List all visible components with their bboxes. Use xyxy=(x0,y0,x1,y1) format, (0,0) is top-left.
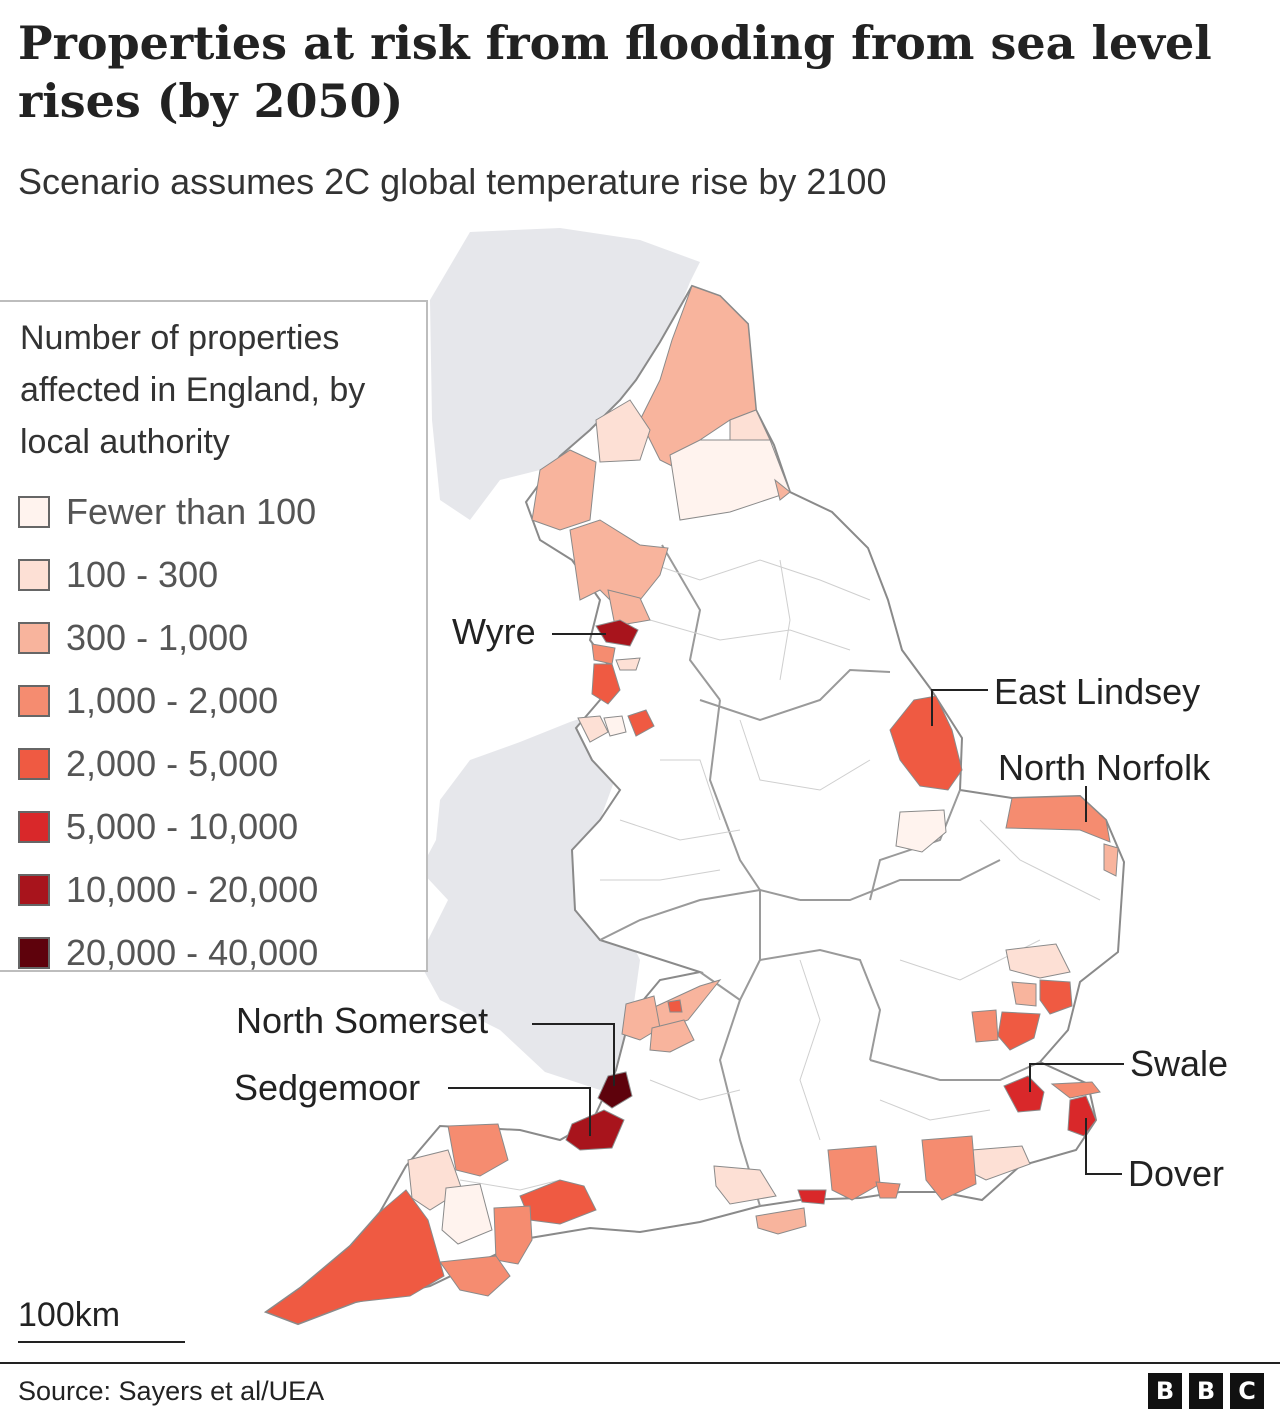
great-yarmouth-area xyxy=(1103,843,1119,877)
north-somerset-leader xyxy=(532,1023,615,1086)
logo-block: B xyxy=(1189,1373,1223,1409)
legend-items: Fewer than 100 100 - 300 300 - 1,000 1,000 … xyxy=(18,480,318,984)
portsmouth-area xyxy=(797,1189,827,1205)
callout-north-norfolk: North Norfolk xyxy=(998,747,1211,788)
source-note: Source: Sayers et al/UEA xyxy=(18,1376,325,1406)
warrington-area xyxy=(627,709,655,737)
callout-wyre: Wyre xyxy=(452,611,536,652)
chichester-area xyxy=(875,1181,901,1199)
legend-swatch xyxy=(18,558,50,591)
wales-landmass xyxy=(418,708,640,1090)
legend-item: 100 - 300 xyxy=(18,543,318,606)
legend-item: 2,000 - 5,000 xyxy=(18,732,318,795)
legend-swatch xyxy=(18,495,50,528)
south-gloucestershire-area xyxy=(649,1019,695,1053)
cornwall-area xyxy=(264,1189,445,1325)
chart-title: Properties at risk from flooding from se… xyxy=(18,16,1212,128)
callout-swale: Swale xyxy=(1130,1043,1229,1084)
rother-area xyxy=(921,1135,977,1201)
logo-block: C xyxy=(1230,1373,1264,1409)
legend-swatch xyxy=(18,684,50,717)
scotland-landmass xyxy=(430,228,700,520)
legend-label: 1,000 - 2,000 xyxy=(66,679,279,721)
boston-area xyxy=(895,809,947,853)
teignbridge-area xyxy=(493,1205,533,1265)
blackpool-area xyxy=(591,643,616,665)
legend-item: 10,000 - 20,000 xyxy=(18,858,318,921)
legend-swatch xyxy=(18,621,50,654)
hartlepool-area xyxy=(774,478,791,501)
west-lancashire-area xyxy=(591,663,621,705)
legend-title: Number of properties affected in England… xyxy=(20,319,366,461)
north-devon-area xyxy=(447,1123,509,1177)
north-norfolk-area xyxy=(1005,795,1111,843)
sefton-area xyxy=(577,715,609,743)
maldon-area xyxy=(1011,981,1037,1007)
thanet-area xyxy=(1050,1081,1101,1099)
legend-item: 5,000 - 10,000 xyxy=(18,795,318,858)
callout-north-somerset: North Somerset xyxy=(236,1000,489,1041)
legend-swatch xyxy=(18,873,50,906)
swale-area xyxy=(1003,1075,1045,1113)
tendring-area xyxy=(1039,979,1073,1015)
stroud-area xyxy=(621,995,661,1041)
rochford-area xyxy=(997,1011,1041,1051)
bbc-logo: B B C xyxy=(1148,1373,1264,1409)
legend-label: Fewer than 100 xyxy=(66,490,317,532)
new-forest-area xyxy=(713,1165,777,1205)
south-hams-area xyxy=(439,1255,511,1297)
south-lakeland-area xyxy=(569,519,669,611)
gloucester-area xyxy=(667,999,683,1013)
legend-item: 1,000 - 2,000 xyxy=(18,669,318,732)
callout-sedgemoor: Sedgemoor xyxy=(234,1067,421,1108)
legend-label: 100 - 300 xyxy=(66,553,219,595)
legend-swatch xyxy=(18,747,50,780)
legend-item: 20,000 - 40,000 xyxy=(18,921,318,984)
north-somerset-area xyxy=(597,1071,633,1109)
scale-label: 100km xyxy=(18,1296,121,1334)
east-lindsey-leader xyxy=(931,689,988,726)
east-lindsey-area xyxy=(889,695,963,791)
mid-devon-area xyxy=(441,1183,493,1245)
legend-item: Fewer than 100 xyxy=(18,480,318,543)
dover-area xyxy=(1067,1095,1097,1137)
arun-area xyxy=(827,1145,881,1201)
legend-item: 300 - 1,000 xyxy=(18,606,318,669)
chart-subtitle: Scenario assumes 2C global temperature r… xyxy=(18,161,887,202)
callout-leaders xyxy=(448,633,1124,1175)
legend-label: 10,000 - 20,000 xyxy=(66,868,319,910)
lancaster-area xyxy=(607,589,651,627)
footer-divider xyxy=(0,1362,1280,1364)
scale-bar: 100km xyxy=(18,1296,185,1343)
legend-label: 2,000 - 5,000 xyxy=(66,742,279,784)
affected-authorities xyxy=(264,285,1119,1325)
legend-swatch xyxy=(18,810,50,843)
logo-block: B xyxy=(1148,1373,1182,1409)
suffolk-coastal-area xyxy=(1005,943,1071,979)
callout-east-lindsey: East Lindsey xyxy=(994,671,1201,712)
legend-label: 5,000 - 10,000 xyxy=(66,805,299,847)
sedgemoor-leader xyxy=(448,1087,591,1136)
folkestone-area xyxy=(971,1145,1031,1181)
wirral-area xyxy=(603,715,627,737)
legend-swatch xyxy=(18,936,50,969)
allerdale-area xyxy=(531,449,597,531)
dover-leader xyxy=(1085,1118,1122,1175)
thurrock-area xyxy=(971,1009,999,1043)
callout-dover: Dover xyxy=(1128,1153,1225,1194)
region-boundaries xyxy=(599,544,1041,1207)
map-legend: Number of properties affected in England… xyxy=(0,300,428,973)
swale-leader xyxy=(1029,1063,1124,1092)
carlisle-area xyxy=(595,399,651,463)
sedgemoor-area xyxy=(565,1109,625,1151)
isle-of-wight-area xyxy=(755,1207,807,1235)
district-boundaries xyxy=(459,559,1101,1191)
wyre-area xyxy=(595,619,639,647)
scale-line xyxy=(18,1341,185,1343)
fylde-area xyxy=(615,657,641,671)
legend-label: 300 - 1,000 xyxy=(66,616,249,658)
legend-label: 20,000 - 40,000 xyxy=(66,931,319,973)
